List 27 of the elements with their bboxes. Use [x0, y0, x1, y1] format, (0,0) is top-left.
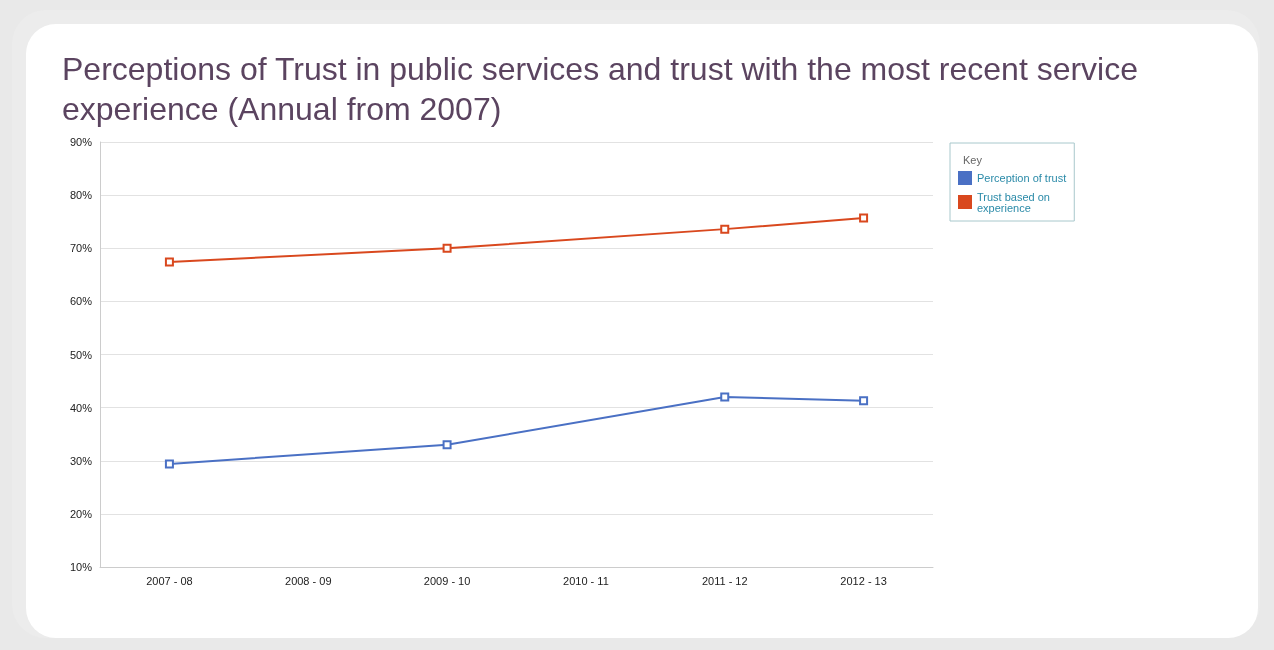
y-tick-label: 70%: [69, 242, 93, 255]
chart-title: Perceptions of Trust in public services and trust with the most recent service experience (Annual from 2007): [62, 51, 1147, 127]
x-tick-label: 2011 - 12: [701, 574, 748, 587]
legend-label: Perception of trust: [977, 172, 1067, 184]
y-tick-label: 20%: [69, 507, 93, 520]
x-tick-label: 2007 - 08: [146, 574, 193, 587]
y-tick-label: 40%: [69, 401, 93, 414]
point: [164, 459, 174, 469]
x-tick-label: 2010 - 11: [563, 574, 609, 587]
y-tick-label: 50%: [69, 348, 93, 361]
y-tick-label: 30%: [69, 454, 93, 467]
point: [859, 213, 869, 223]
point: [859, 396, 869, 406]
y-tick-label: 60%: [69, 295, 93, 308]
legend-title: Key: [963, 153, 983, 166]
x-tick-label: 2009 - 10: [423, 574, 471, 587]
point: [720, 224, 730, 234]
point: [442, 243, 452, 253]
y-tick-label: 10%: [69, 561, 93, 573]
y-tick-label: 80%: [69, 189, 93, 202]
point: [720, 392, 730, 402]
point: [164, 257, 174, 267]
legend-label: Trust based on experience: [977, 190, 1054, 214]
point: [442, 440, 452, 450]
y-tick-label: 90%: [69, 136, 93, 148]
x-tick-label: 2008 - 09: [285, 574, 332, 587]
x-tick-label: 2012 - 13: [840, 574, 887, 587]
